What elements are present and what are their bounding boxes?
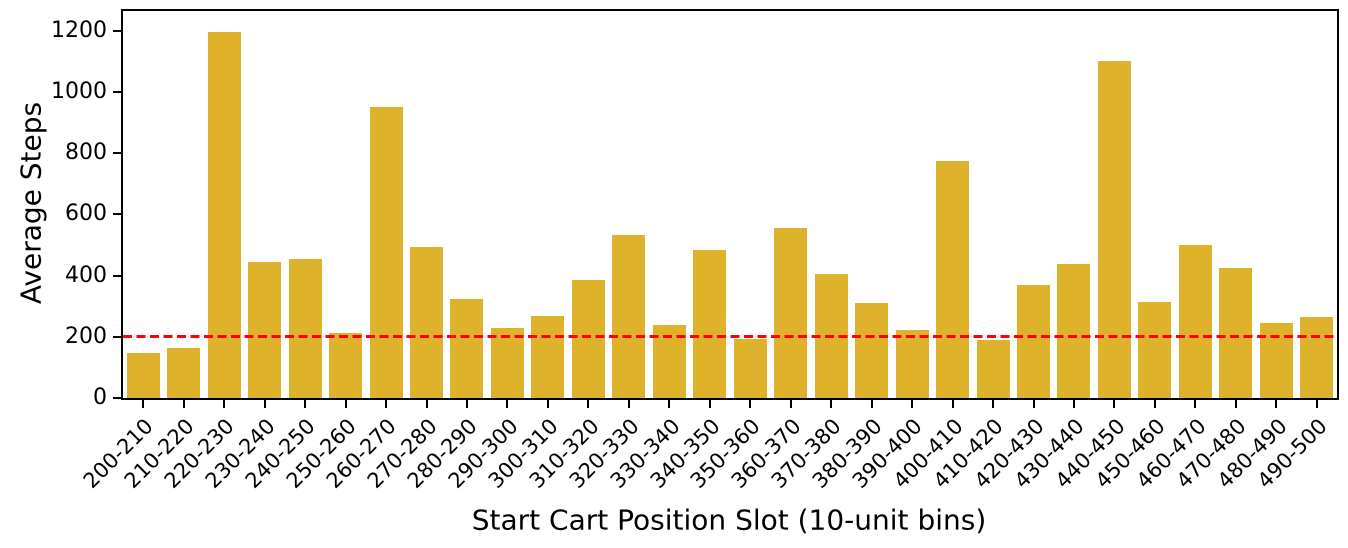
x-tick-mark: [546, 398, 549, 408]
x-tick-mark: [1032, 398, 1035, 408]
bar: [1300, 316, 1334, 398]
bar: [1138, 301, 1172, 398]
x-tick-mark: [1113, 398, 1116, 408]
x-tick-mark: [182, 398, 185, 408]
x-tick-mark: [506, 398, 509, 408]
bar: [976, 339, 1010, 398]
bar: [248, 261, 282, 398]
bar: [450, 298, 484, 398]
x-tick-mark: [951, 398, 954, 408]
y-tick-label: 1200: [51, 17, 107, 43]
bar: [410, 247, 443, 398]
x-tick-mark: [627, 398, 630, 408]
x-tick-mark: [344, 398, 347, 408]
x-tick-mark: [1315, 398, 1318, 408]
x-tick-mark: [992, 398, 995, 408]
bar: [1017, 284, 1050, 398]
bar: [1259, 322, 1293, 398]
bar: [126, 352, 160, 398]
x-tick-mark: [1234, 398, 1237, 408]
bar: [167, 347, 201, 398]
x-tick-mark: [1275, 398, 1278, 408]
bar: [1219, 267, 1253, 398]
x-tick-mark: [789, 398, 792, 408]
bar: [531, 316, 565, 398]
plot-area: 0 200 400 600 800 1000 1200 200-210 210-220 220-2…: [51, 9, 1339, 493]
bar: [733, 339, 767, 398]
bar: [693, 249, 727, 398]
bar: [207, 32, 241, 398]
bar: [329, 333, 363, 398]
y-tick-label: 0: [93, 385, 107, 410]
y-tick-mark: [113, 29, 121, 32]
bar: [1097, 61, 1131, 398]
x-tick-mark: [223, 398, 226, 408]
x-tick-mark: [385, 398, 388, 408]
bar: [612, 234, 646, 398]
x-tick-mark: [142, 398, 145, 408]
bar: [1057, 264, 1091, 398]
bar: [490, 327, 524, 398]
x-tick-mark: [830, 398, 833, 408]
x-tick-mark: [1153, 398, 1156, 408]
y-tick-mark: [113, 335, 121, 338]
bar: [895, 330, 929, 398]
x-tick-mark: [587, 398, 590, 408]
x-tick-mark: [1072, 398, 1075, 408]
x-tick-mark: [749, 398, 752, 408]
y-tick-label: 400: [65, 262, 107, 288]
bar: [288, 258, 322, 398]
threshold-line: [123, 335, 1337, 339]
bar: [855, 303, 889, 398]
y-tick-mark: [113, 91, 121, 94]
x-tick-mark: [1194, 398, 1197, 408]
y-tick-label: 200: [65, 323, 107, 349]
x-tick-mark: [708, 398, 711, 408]
x-tick-mark: [465, 398, 468, 408]
x-tick-mark: [304, 398, 307, 408]
y-tick-mark: [113, 152, 121, 155]
bar: [369, 107, 403, 398]
bar: [571, 280, 605, 398]
x-tick-mark: [263, 398, 266, 408]
x-tick-mark: [668, 398, 671, 408]
x-tick-mark: [911, 398, 914, 408]
x-tick-mark: [870, 398, 873, 408]
y-tick-label: 600: [65, 201, 107, 227]
bar: [1178, 245, 1212, 398]
y-tick-label: 1000: [51, 79, 107, 105]
y-tick-mark: [113, 213, 121, 216]
x-tick-mark: [425, 398, 428, 408]
y-tick-mark: [113, 397, 121, 399]
bar: [936, 160, 970, 398]
bar: [774, 228, 808, 398]
y-tick-mark: [113, 274, 121, 277]
y-tick-label: 800: [65, 140, 107, 166]
x-axis-label: Start Cart Position Slot (10-unit bins): [471, 503, 987, 537]
